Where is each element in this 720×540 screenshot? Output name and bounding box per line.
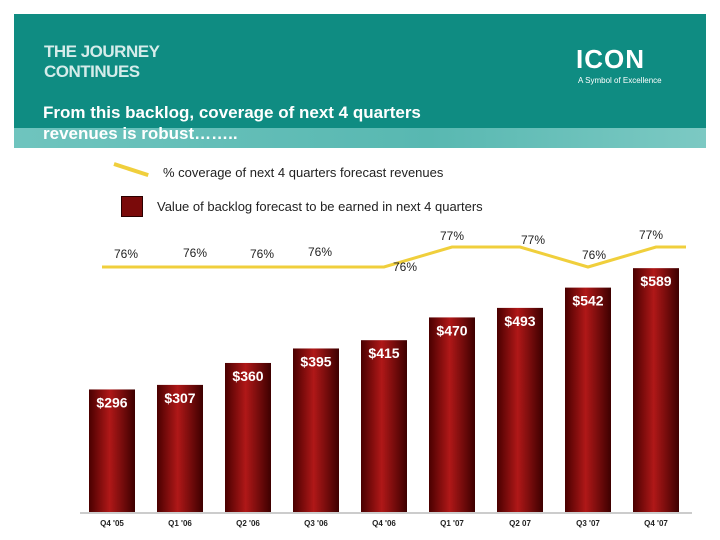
x-tick-label: Q1 '07: [440, 519, 464, 528]
logo-tagline: A Symbol of Excellence: [578, 76, 662, 85]
coverage-point-label: 77%: [521, 233, 545, 247]
bar-value-label: $415: [368, 345, 399, 361]
legend-line-label: % coverage of next 4 quarters forecast r…: [163, 165, 444, 180]
coverage-point-label: 76%: [183, 246, 207, 260]
page-title: From this backlog, coverage of next 4 qu…: [43, 102, 421, 144]
icon-logo: ICON A Symbol of Excellence: [576, 44, 676, 90]
logo-wordmark: ICON: [576, 44, 645, 74]
coverage-point-label: 76%: [582, 248, 606, 262]
bar-5: [429, 317, 475, 512]
brand-slogan-line1: THE JOURNEY: [44, 42, 160, 61]
x-tick-label: Q4 '05: [100, 519, 124, 528]
bar-value-label: $307: [164, 390, 195, 406]
bar-7: [565, 287, 611, 512]
bar-8: [633, 268, 679, 512]
legend-bar-swatch: [121, 196, 143, 217]
x-tick-label: Q4 '06: [372, 519, 396, 528]
page-title-line1: From this backlog, coverage of next 4 qu…: [43, 103, 421, 122]
coverage-point-label: 76%: [308, 245, 332, 259]
coverage-point-label: 77%: [440, 229, 464, 243]
page-title-line2: revenues is robust……..: [43, 124, 238, 143]
banner-strip: [14, 128, 706, 148]
bar-1: [157, 384, 203, 512]
bar-value-label: $395: [300, 353, 331, 369]
bar-6: [497, 307, 543, 512]
x-tick-label: Q3 '07: [576, 519, 600, 528]
coverage-line: [102, 245, 686, 269]
x-tick-label: Q3 '06: [304, 519, 328, 528]
coverage-point-label: 77%: [639, 228, 663, 242]
bar-value-label: $589: [640, 273, 671, 289]
bar-value-label: $470: [436, 322, 467, 338]
bar-3: [293, 348, 339, 512]
legend-bar-label: Value of backlog forecast to be earned i…: [157, 199, 483, 214]
coverage-point-label: 76%: [393, 260, 417, 274]
bar-4: [361, 340, 407, 512]
bar-0: [89, 389, 135, 512]
coverage-point-label: 76%: [114, 247, 138, 261]
title-banner: [14, 14, 706, 146]
x-tick-label: Q4 '07: [644, 519, 668, 528]
x-tick-label: Q2 07: [509, 519, 531, 528]
bar-2: [225, 362, 271, 512]
brand-slogan-line2: CONTINUES: [44, 62, 140, 81]
bar-value-label: $493: [504, 313, 535, 329]
x-tick-label: Q1 '06: [168, 519, 192, 528]
bar-value-label: $360: [232, 368, 263, 384]
brand-slogan: THE JOURNEY CONTINUES: [44, 42, 160, 82]
coverage-point-label: 76%: [250, 247, 274, 261]
bar-value-label: $296: [96, 394, 127, 410]
bar-value-label: $542: [572, 293, 603, 309]
x-tick-label: Q2 '06: [236, 519, 260, 528]
